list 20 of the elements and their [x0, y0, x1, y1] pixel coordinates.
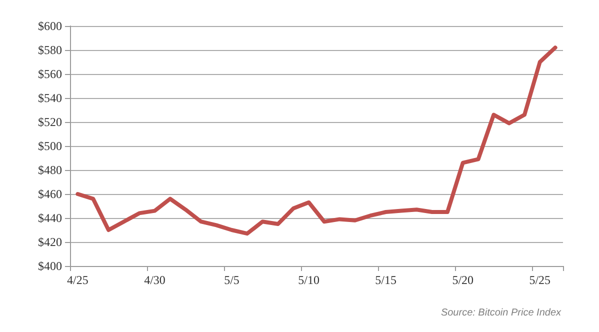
line-series	[76, 46, 558, 236]
x-tick-label: 5/10	[298, 273, 320, 287]
y-tick-label: $400	[38, 259, 62, 273]
y-tick-label: $500	[38, 139, 62, 153]
y-tick-label: $600	[38, 19, 62, 33]
x-tick-label: 5/20	[452, 273, 474, 287]
y-tick-label: $480	[38, 163, 62, 177]
x-tick-label: 4/25	[67, 273, 88, 287]
x-tick-label: 4/30	[144, 273, 166, 287]
source-note: Source: Bitcoin Price Index	[440, 308, 562, 318]
x-tick-label: 5/5	[224, 273, 240, 287]
y-tick-label: $580	[38, 43, 62, 57]
y-tick-label: $560	[38, 67, 62, 81]
y-tick-label: $520	[38, 115, 62, 129]
y-tick-label: $540	[38, 91, 62, 105]
x-tick-label: 5/15	[375, 273, 396, 287]
y-tick-label: $460	[38, 187, 62, 201]
y-tick-label: $420	[38, 235, 62, 249]
x-tick-label: 5/25	[529, 273, 551, 287]
y-tick-label: $440	[38, 211, 62, 225]
